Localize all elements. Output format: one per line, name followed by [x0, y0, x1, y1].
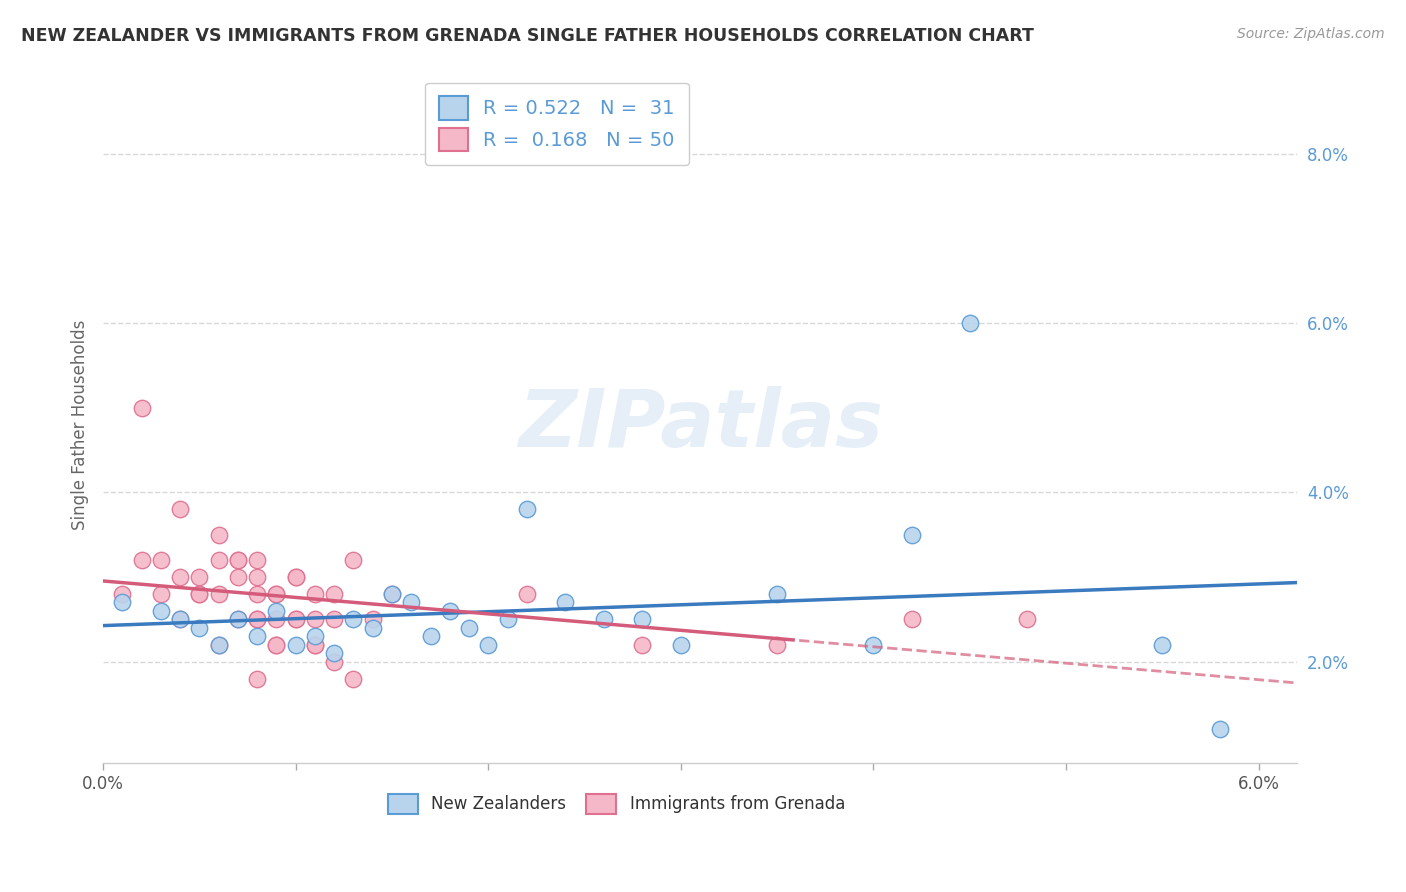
Point — [284, 570, 307, 584]
Point — [111, 595, 134, 609]
Point — [226, 612, 249, 626]
Point — [399, 595, 422, 609]
Point — [131, 401, 153, 415]
Point — [361, 621, 384, 635]
Point — [284, 612, 307, 626]
Point — [266, 638, 288, 652]
Point — [323, 655, 346, 669]
Point — [188, 587, 211, 601]
Point — [208, 527, 231, 541]
Point — [208, 587, 231, 601]
Point — [266, 604, 288, 618]
Point — [226, 553, 249, 567]
Point — [226, 553, 249, 567]
Point — [226, 612, 249, 626]
Point — [304, 638, 326, 652]
Text: Source: ZipAtlas.com: Source: ZipAtlas.com — [1237, 27, 1385, 41]
Point — [477, 638, 499, 652]
Point — [111, 587, 134, 601]
Point — [266, 612, 288, 626]
Legend: New Zealanders, Immigrants from Grenada: New Zealanders, Immigrants from Grenada — [380, 786, 853, 822]
Point — [304, 629, 326, 643]
Point — [381, 587, 404, 601]
Text: ZIPatlas: ZIPatlas — [517, 385, 883, 464]
Point — [246, 553, 269, 567]
Point — [208, 638, 231, 652]
Point — [766, 587, 789, 601]
Point — [266, 638, 288, 652]
Point — [149, 553, 172, 567]
Point — [188, 621, 211, 635]
Y-axis label: Single Father Households: Single Father Households — [72, 319, 89, 530]
Point — [169, 612, 191, 626]
Point — [342, 672, 364, 686]
Point — [284, 612, 307, 626]
Point — [149, 587, 172, 601]
Text: NEW ZEALANDER VS IMMIGRANTS FROM GRENADA SINGLE FATHER HOUSEHOLDS CORRELATION CH: NEW ZEALANDER VS IMMIGRANTS FROM GRENADA… — [21, 27, 1033, 45]
Point — [901, 612, 924, 626]
Point — [342, 612, 364, 626]
Point — [1152, 638, 1174, 652]
Point — [188, 570, 211, 584]
Point — [516, 587, 538, 601]
Point — [131, 553, 153, 567]
Point — [323, 646, 346, 660]
Point — [266, 587, 288, 601]
Point — [169, 570, 191, 584]
Point — [149, 604, 172, 618]
Point — [226, 570, 249, 584]
Point — [592, 612, 614, 626]
Point — [381, 587, 404, 601]
Point — [361, 612, 384, 626]
Point — [284, 638, 307, 652]
Point — [246, 629, 269, 643]
Point — [266, 587, 288, 601]
Point — [959, 316, 981, 330]
Point — [246, 612, 269, 626]
Point — [188, 587, 211, 601]
Point — [304, 587, 326, 601]
Point — [169, 612, 191, 626]
Point — [246, 570, 269, 584]
Point — [496, 612, 519, 626]
Point — [169, 502, 191, 516]
Point — [554, 595, 576, 609]
Point — [304, 612, 326, 626]
Point — [323, 587, 346, 601]
Point — [1017, 612, 1039, 626]
Point — [631, 638, 654, 652]
Point — [669, 638, 692, 652]
Point — [246, 612, 269, 626]
Point — [208, 553, 231, 567]
Point — [419, 629, 441, 643]
Point — [862, 638, 884, 652]
Point — [1209, 723, 1232, 737]
Point — [284, 570, 307, 584]
Point — [458, 621, 481, 635]
Point — [631, 612, 654, 626]
Point — [439, 604, 461, 618]
Point — [901, 527, 924, 541]
Point — [246, 587, 269, 601]
Point — [304, 638, 326, 652]
Point — [246, 672, 269, 686]
Point — [516, 502, 538, 516]
Point — [323, 612, 346, 626]
Point — [342, 553, 364, 567]
Point — [766, 638, 789, 652]
Point — [208, 638, 231, 652]
